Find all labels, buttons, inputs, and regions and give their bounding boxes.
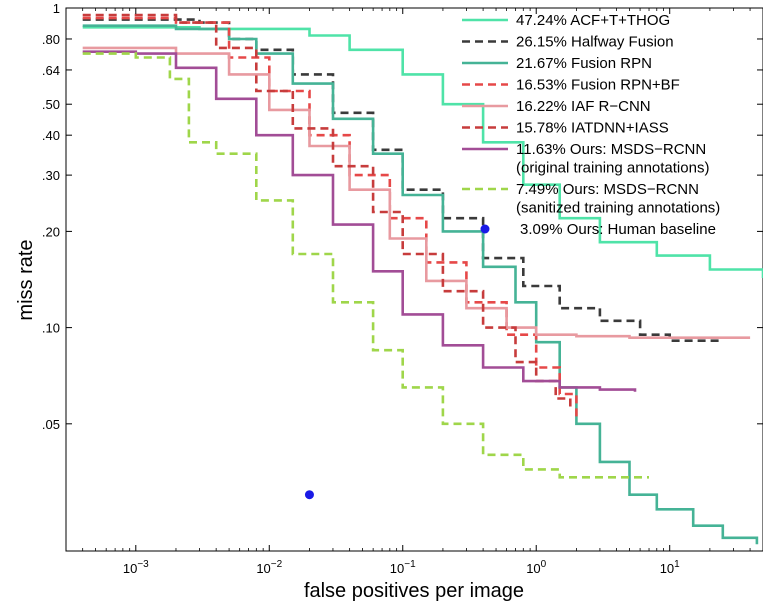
legend: 47.24% ACF+T+THOG 26.15% Halfway Fusion 21…	[462, 12, 720, 238]
legend-label-7: 7.49% Ours: MSDS−RCNN	[516, 181, 699, 198]
x-tick-base: 10	[256, 561, 270, 576]
x-tick-exponent: −3	[137, 559, 149, 570]
legend-label-3: 16.53% Fusion RPN+BF	[516, 77, 680, 94]
x-tick-exponent: 1	[674, 559, 680, 570]
plot-area	[65, 7, 763, 552]
legend-label-6-line2: (original training annotations)	[516, 160, 709, 177]
legend-label-4: 16.22% IAF R−CNN	[516, 98, 651, 115]
legend-label-7-line2: (sanitized training annotations)	[516, 200, 720, 217]
legend-label-0: 47.24% ACF+T+THOG	[516, 12, 670, 29]
y-tick-label: .80	[42, 32, 60, 47]
y-tick-label: .05	[42, 417, 60, 432]
x-axis-label: false positives per image	[304, 580, 524, 602]
y-tick-label: .10	[42, 321, 60, 336]
legend-marker-human	[480, 224, 490, 234]
x-tick-label: 101	[660, 559, 680, 576]
y-tick-label: .30	[42, 168, 60, 183]
y-tick-label: .40	[42, 128, 60, 143]
y-tick-label: .50	[42, 97, 60, 112]
y-axis-label: miss rate	[15, 239, 37, 320]
series-line-0	[82, 26, 763, 278]
x-tick-base: 10	[660, 561, 674, 576]
legend-label-2: 21.67% Fusion RPN	[516, 55, 652, 72]
x-tick-base: 10	[390, 561, 404, 576]
x-tick-base: 10	[526, 561, 540, 576]
y-tick-label: 1	[53, 1, 60, 16]
y-tick-label: .20	[42, 224, 60, 239]
x-tick-label: 10−2	[256, 559, 282, 576]
x-tick-base: 10	[123, 561, 137, 576]
series-layer	[82, 13, 763, 545]
series-line-2	[82, 24, 759, 545]
x-tick-label: 100	[526, 559, 546, 576]
series-line-7	[82, 52, 649, 479]
series-line-4	[82, 46, 751, 339]
legend-label-human: 3.09% Ours: Human baseline	[520, 221, 716, 238]
human-baseline-point	[304, 490, 314, 500]
legend-label-1: 26.15% Halfway Fusion	[516, 34, 674, 51]
series-line-5	[82, 13, 572, 409]
x-tick-exponent: −1	[404, 559, 416, 570]
x-tick-exponent: −2	[271, 559, 283, 570]
series-line-6	[82, 50, 637, 392]
y-tick-label: .64	[42, 63, 60, 78]
x-tick-label: 10−1	[390, 559, 416, 576]
x-tick-label: 10−3	[123, 559, 149, 576]
legend-label-6: 11.63% Ours: MSDS−RCNN	[516, 141, 706, 158]
x-tick-exponent: 0	[541, 559, 547, 570]
legend-label-5: 15.78% IATDNN+IASS	[516, 120, 669, 137]
